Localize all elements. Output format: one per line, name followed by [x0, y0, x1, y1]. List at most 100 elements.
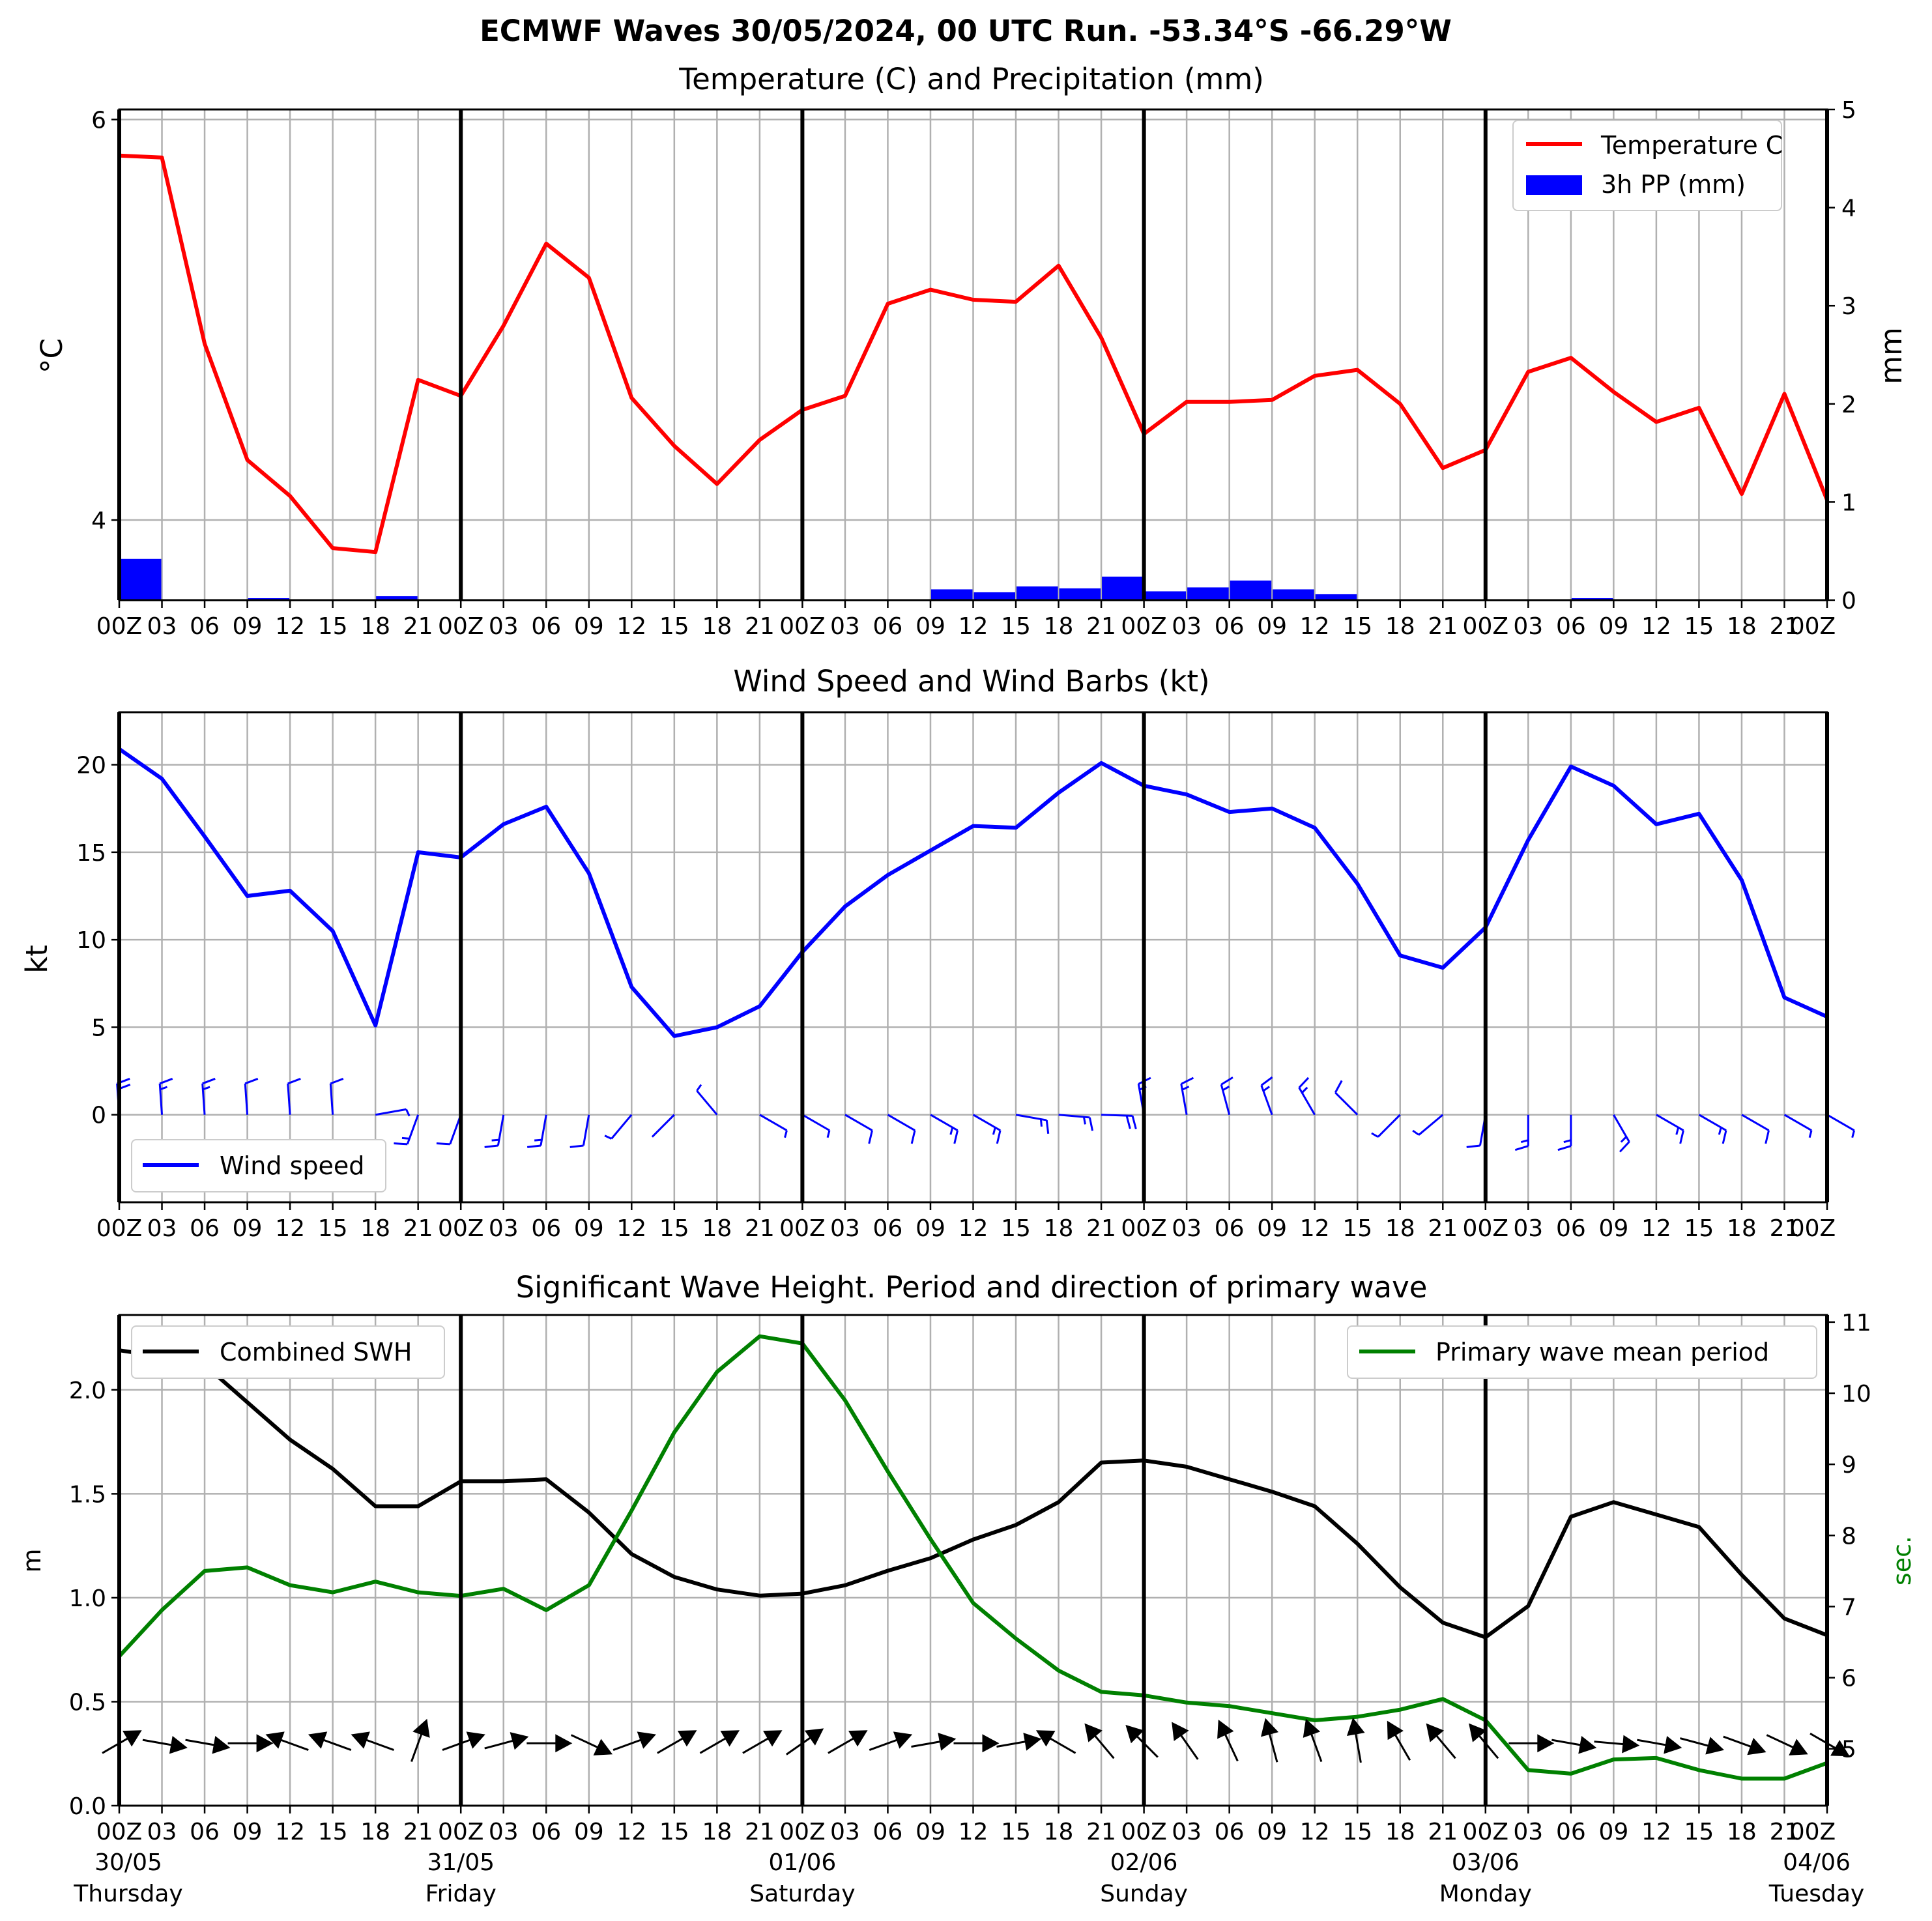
x-tick-label: 03 — [1172, 1819, 1202, 1845]
arrow-head — [1261, 1718, 1279, 1737]
y-tick-label-right: 2 — [1841, 392, 1856, 418]
wind-barb-half-feather — [1262, 1086, 1271, 1092]
x-tick-label: 00Z — [1790, 613, 1836, 640]
x-tick-label: 18 — [1044, 1215, 1074, 1242]
x-tick-label: 12 — [1300, 613, 1330, 640]
x-tick-label: 06 — [1215, 1215, 1245, 1242]
x-tick-label: 15 — [1342, 1215, 1372, 1242]
wind-barb — [394, 1114, 420, 1146]
wind-barb-feather — [202, 1078, 216, 1085]
wind-barb — [1412, 1114, 1444, 1136]
arrow-shaft — [1392, 1730, 1411, 1761]
x-tick-label: 09 — [233, 1215, 263, 1242]
wind-barb-feather — [1220, 1076, 1233, 1086]
x-tick-label: 18 — [1044, 613, 1074, 640]
day-date-label: 30/05 — [94, 1849, 162, 1876]
wind-barb — [604, 1114, 633, 1140]
x-tick-label: 18 — [1727, 1819, 1757, 1845]
wind-grid — [119, 712, 1827, 1202]
wave-grid — [119, 1315, 1827, 1807]
arrow-head — [412, 1718, 430, 1738]
precip-bar — [248, 598, 290, 600]
x-tick-label: 00Z — [96, 613, 142, 640]
y-tick-label: 1.0 — [69, 1585, 106, 1612]
x-tick-label: 15 — [1001, 1215, 1031, 1242]
y-tick-label: 5 — [91, 1015, 106, 1041]
wave-panel-title: Significant Wave Height. Period and dire… — [516, 1270, 1428, 1305]
y-tick-label-right: 8 — [1841, 1523, 1856, 1550]
x-tick-label: 12 — [959, 1215, 988, 1242]
arrow-head — [1469, 1723, 1487, 1742]
x-tick-label: 18 — [702, 1819, 732, 1845]
wave-direction-arrow — [1637, 1735, 1682, 1754]
wave-direction-arrow — [1508, 1734, 1555, 1753]
arrow-head — [893, 1731, 913, 1749]
wave-direction-arrow — [911, 1733, 957, 1751]
x-tick-label: 03 — [147, 1819, 177, 1845]
wind-panel: Wind Speed and Wind Barbs (kt) 0 5 10 15 20 0… — [20, 664, 1856, 1242]
y-tick-label: 20 — [76, 753, 106, 779]
wind-barb-feather — [1557, 1145, 1572, 1151]
x-tick-label: 18 — [1385, 1819, 1415, 1845]
x-tick-label: 03 — [1513, 613, 1543, 640]
x-tick-label: 06 — [190, 613, 220, 640]
x-tick-label: 12 — [616, 1215, 646, 1242]
arrow-shaft — [1353, 1729, 1362, 1763]
x-tick-label: 15 — [659, 613, 689, 640]
arrow-head — [1747, 1737, 1766, 1755]
figure-title: ECMWF Waves 30/05/2024, 00 UTC Run. -53.… — [480, 14, 1452, 48]
arrow-head — [1303, 1718, 1321, 1738]
wind-speed-line — [118, 747, 1828, 1038]
wave-direction-arrow — [1303, 1718, 1323, 1763]
wave-direction-arrow — [227, 1734, 274, 1753]
wave-direction-arrow — [828, 1730, 868, 1754]
wind-barb — [329, 1078, 344, 1115]
wind-barb — [1101, 1114, 1137, 1129]
period-legend: Primary wave mean period — [1347, 1325, 1817, 1379]
wave-direction-arrow — [1594, 1735, 1640, 1754]
x-tick-label: 21 — [403, 1819, 433, 1845]
arrow-head — [1622, 1735, 1640, 1754]
arrow-head — [265, 1731, 285, 1749]
wave-direction-arrow — [953, 1734, 1000, 1753]
wind-barb — [1334, 1080, 1359, 1116]
wind-barb-shaft — [329, 1083, 334, 1115]
wind-barb-shaft — [1418, 1114, 1444, 1136]
wind-barb — [1058, 1114, 1094, 1131]
x-tick-label: 18 — [1385, 1215, 1415, 1242]
arrow-head — [1830, 1740, 1850, 1757]
arrow-shaft — [613, 1737, 646, 1751]
wave-direction-arrow — [1125, 1725, 1159, 1758]
x-tick-label: 00Z — [779, 1819, 825, 1845]
arrow-head — [169, 1735, 188, 1754]
period-line — [117, 1334, 1828, 1781]
arrow-head — [308, 1731, 328, 1749]
x-tick-label: 18 — [360, 613, 390, 640]
arrow-head — [1578, 1735, 1597, 1754]
wind-barb-feather — [330, 1078, 344, 1085]
arrow-head — [1084, 1723, 1103, 1742]
x-tick-label: 03 — [489, 1819, 519, 1845]
wind-barb-feather — [953, 1130, 959, 1144]
x-tick-label: 03 — [830, 1215, 860, 1242]
wind-barb — [1466, 1114, 1487, 1148]
arrow-shaft — [142, 1739, 177, 1747]
wind-barb-shaft — [1015, 1114, 1047, 1121]
arrow-shaft — [442, 1737, 475, 1751]
wind-barb — [527, 1114, 547, 1148]
wave-direction-arrow — [1551, 1735, 1597, 1754]
wind-barb-shaft — [972, 1114, 1001, 1132]
arrow-head — [555, 1734, 573, 1753]
y-tick-label-right: 5 — [1841, 97, 1856, 124]
wind-barb — [436, 1114, 462, 1146]
day-name-label: Monday — [1439, 1881, 1532, 1907]
wind-barb-shaft — [1741, 1114, 1770, 1132]
y-tick-label-right: 7 — [1841, 1594, 1856, 1621]
wind-barb-feather — [1125, 1115, 1131, 1129]
x-tick-label: 03 — [1513, 1215, 1543, 1242]
x-tick-label: 21 — [1428, 1215, 1458, 1242]
wind-barb-half-feather — [1620, 1136, 1627, 1143]
wind-barb — [972, 1114, 1002, 1144]
